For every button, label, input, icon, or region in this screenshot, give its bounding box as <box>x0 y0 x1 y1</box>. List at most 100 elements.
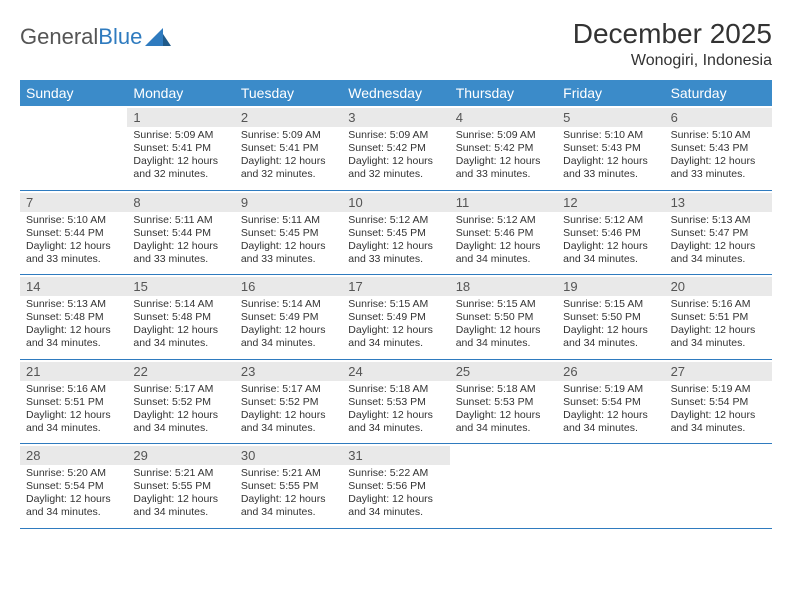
calendar-day-cell <box>20 106 127 190</box>
sunrise-line: Sunrise: 5:09 AM <box>241 129 336 142</box>
day-number: 26 <box>557 362 664 381</box>
calendar-day-cell: 1Sunrise: 5:09 AMSunset: 5:41 PMDaylight… <box>127 106 234 190</box>
daylight-line: Daylight: 12 hours and 34 minutes. <box>348 409 443 435</box>
sunrise-line: Sunrise: 5:16 AM <box>26 383 121 396</box>
calendar-day-cell: 26 Sunrise: 5:19 AMSunset: 5:54 PMDayligh… <box>557 360 664 444</box>
sunset-line: Sunset: 5:53 PM <box>456 396 551 409</box>
sunset-line: Sunset: 5:44 PM <box>26 227 121 240</box>
day-number: 25 <box>450 362 557 381</box>
calendar-day-cell: 22Sunrise: 5:17 AMSunset: 5:52 PMDayligh… <box>127 360 234 444</box>
daylight-line: Daylight: 12 hours and 34 minutes. <box>563 409 658 435</box>
daylight-line: Daylight: 12 hours and 33 minutes. <box>671 155 766 181</box>
weekday-header: Sunday <box>20 80 127 106</box>
calendar-day-cell: 24 Sunrise: 5:18 AMSunset: 5:53 PMDayligh… <box>342 360 449 444</box>
daylight-line: Daylight: 12 hours and 34 minutes. <box>26 409 121 435</box>
day-number: 16 <box>235 277 342 296</box>
calendar-day-cell: 2Sunrise: 5:09 AMSunset: 5:41 PMDaylight… <box>235 106 342 190</box>
daylight-line: Daylight: 12 hours and 33 minutes. <box>26 240 121 266</box>
sunset-line: Sunset: 5:48 PM <box>26 311 121 324</box>
calendar-day-cell: 19 Sunrise: 5:15 AMSunset: 5:50 PMDayligh… <box>557 275 664 359</box>
brand-logo: GeneralBlue <box>20 18 171 50</box>
sunrise-line: Sunrise: 5:13 AM <box>671 214 766 227</box>
sunset-line: Sunset: 5:50 PM <box>563 311 658 324</box>
brand-mark-icon <box>145 28 171 46</box>
page-header: GeneralBlue December 2025 Wonogiri, Indo… <box>20 18 772 70</box>
sunrise-line: Sunrise: 5:18 AM <box>348 383 443 396</box>
calendar-day-cell: 14 Sunrise: 5:13 AMSunset: 5:48 PMDayligh… <box>20 275 127 359</box>
day-number: 20 <box>665 277 772 296</box>
day-number: 12 <box>557 193 664 212</box>
sunrise-line: Sunrise: 5:13 AM <box>26 298 121 311</box>
sunset-line: Sunset: 5:55 PM <box>241 480 336 493</box>
daylight-line: Daylight: 12 hours and 34 minutes. <box>348 493 443 519</box>
sunset-line: Sunset: 5:53 PM <box>348 396 443 409</box>
calendar-day-cell: 29Sunrise: 5:21 AMSunset: 5:55 PMDayligh… <box>127 444 234 528</box>
calendar-day-cell: 30Sunrise: 5:21 AMSunset: 5:55 PMDayligh… <box>235 444 342 528</box>
weekday-header: Tuesday <box>235 80 342 106</box>
day-number: 5 <box>557 108 664 127</box>
sunrise-line: Sunrise: 5:12 AM <box>563 214 658 227</box>
sunrise-line: Sunrise: 5:10 AM <box>26 214 121 227</box>
daylight-line: Daylight: 12 hours and 34 minutes. <box>241 409 336 435</box>
day-number: 3 <box>342 108 449 127</box>
sunset-line: Sunset: 5:54 PM <box>26 480 121 493</box>
calendar-day-cell: 8Sunrise: 5:11 AMSunset: 5:44 PMDaylight… <box>127 191 234 275</box>
calendar-day-cell: 6Sunrise: 5:10 AMSunset: 5:43 PMDaylight… <box>665 106 772 190</box>
weekday-header: Monday <box>127 80 234 106</box>
title-block: December 2025 Wonogiri, Indonesia <box>573 18 772 70</box>
day-number: 24 <box>342 362 449 381</box>
daylight-line: Daylight: 12 hours and 34 minutes. <box>671 409 766 435</box>
daylight-line: Daylight: 12 hours and 33 minutes. <box>456 155 551 181</box>
sunset-line: Sunset: 5:43 PM <box>671 142 766 155</box>
day-number: 14 <box>20 277 127 296</box>
calendar-day-cell: 10Sunrise: 5:12 AMSunset: 5:45 PMDayligh… <box>342 191 449 275</box>
sunrise-line: Sunrise: 5:09 AM <box>348 129 443 142</box>
daylight-line: Daylight: 12 hours and 34 minutes. <box>563 324 658 350</box>
daylight-line: Daylight: 12 hours and 33 minutes. <box>348 240 443 266</box>
sunset-line: Sunset: 5:51 PM <box>26 396 121 409</box>
sunrise-line: Sunrise: 5:21 AM <box>133 467 228 480</box>
calendar-day-cell: 15Sunrise: 5:14 AMSunset: 5:48 PMDayligh… <box>127 275 234 359</box>
sunrise-line: Sunrise: 5:15 AM <box>563 298 658 311</box>
daylight-line: Daylight: 12 hours and 34 minutes. <box>563 240 658 266</box>
sunrise-line: Sunrise: 5:09 AM <box>456 129 551 142</box>
calendar-body: 1Sunrise: 5:09 AMSunset: 5:41 PMDaylight… <box>20 106 772 529</box>
day-number: 13 <box>665 193 772 212</box>
daylight-line: Daylight: 12 hours and 34 minutes. <box>26 324 121 350</box>
sunset-line: Sunset: 5:52 PM <box>241 396 336 409</box>
daylight-line: Daylight: 12 hours and 33 minutes. <box>133 240 228 266</box>
calendar-day-cell: 16Sunrise: 5:14 AMSunset: 5:49 PMDayligh… <box>235 275 342 359</box>
weekday-header: Thursday <box>450 80 557 106</box>
calendar-day-cell <box>557 444 664 528</box>
weekday-header: Wednesday <box>342 80 449 106</box>
sunrise-line: Sunrise: 5:10 AM <box>671 129 766 142</box>
sunset-line: Sunset: 5:54 PM <box>671 396 766 409</box>
day-number: 8 <box>127 193 234 212</box>
daylight-line: Daylight: 12 hours and 32 minutes. <box>348 155 443 181</box>
daylight-line: Daylight: 12 hours and 34 minutes. <box>456 409 551 435</box>
calendar-day-cell: 21Sunrise: 5:16 AMSunset: 5:51 PMDayligh… <box>20 360 127 444</box>
calendar-day-cell: 28Sunrise: 5:20 AMSunset: 5:54 PMDayligh… <box>20 444 127 528</box>
weekday-header: Saturday <box>665 80 772 106</box>
daylight-line: Daylight: 12 hours and 34 minutes. <box>456 324 551 350</box>
sunrise-line: Sunrise: 5:12 AM <box>348 214 443 227</box>
sunset-line: Sunset: 5:42 PM <box>348 142 443 155</box>
day-number: 2 <box>235 108 342 127</box>
day-number: 29 <box>127 446 234 465</box>
sunrise-line: Sunrise: 5:12 AM <box>456 214 551 227</box>
sunrise-line: Sunrise: 5:10 AM <box>563 129 658 142</box>
sunset-line: Sunset: 5:41 PM <box>241 142 336 155</box>
sunrise-line: Sunrise: 5:09 AM <box>133 129 228 142</box>
sunrise-line: Sunrise: 5:19 AM <box>563 383 658 396</box>
calendar-day-cell: 25 Sunrise: 5:18 AMSunset: 5:53 PMDayligh… <box>450 360 557 444</box>
daylight-line: Daylight: 12 hours and 32 minutes. <box>133 155 228 181</box>
sunrise-line: Sunrise: 5:18 AM <box>456 383 551 396</box>
sunset-line: Sunset: 5:49 PM <box>241 311 336 324</box>
calendar-week-row: 1Sunrise: 5:09 AMSunset: 5:41 PMDaylight… <box>20 106 772 191</box>
day-number: 19 <box>557 277 664 296</box>
day-number: 1 <box>127 108 234 127</box>
sunset-line: Sunset: 5:54 PM <box>563 396 658 409</box>
location-label: Wonogiri, Indonesia <box>573 52 772 70</box>
sunrise-line: Sunrise: 5:22 AM <box>348 467 443 480</box>
sunset-line: Sunset: 5:47 PM <box>671 227 766 240</box>
